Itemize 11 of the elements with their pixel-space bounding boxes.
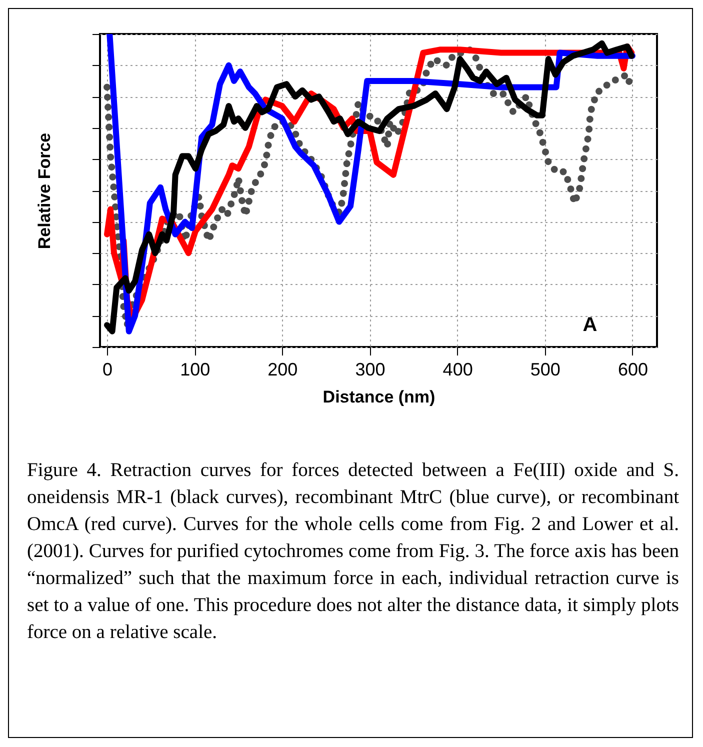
- y-axis-title: Relative Force: [35, 132, 54, 250]
- x-tick-label: 200: [268, 360, 298, 380]
- x-tick-label: 500: [530, 360, 560, 380]
- x-axis-title: Distance (nm): [322, 388, 436, 406]
- x-tick-label: 100: [180, 360, 210, 380]
- x-tick-label: 300: [355, 360, 386, 380]
- x-tick-label: 600: [618, 360, 648, 380]
- annotation: A: [582, 314, 598, 336]
- caption: Figure 4. Retraction curves for forces detected between a Fe(III) oxide and S. oneidensis MR-1 (black curves), recombinant MtrC (blue curve), or recombinant OmcA (red curve). Curves for the whole cells come from Fig. 2 and Lower et al. (2001). Curves for purified cytochromes come from Fig. 3. The force axis has been “normalized” such that the maximum force in each, individual retraction curve is set to a value of one. This procedure does not alter the distance data, it simply plots force on a relative scale.: [27, 459, 679, 645]
- x-tick-label: 400: [442, 360, 473, 380]
- x-tick-label: 0: [102, 360, 113, 380]
